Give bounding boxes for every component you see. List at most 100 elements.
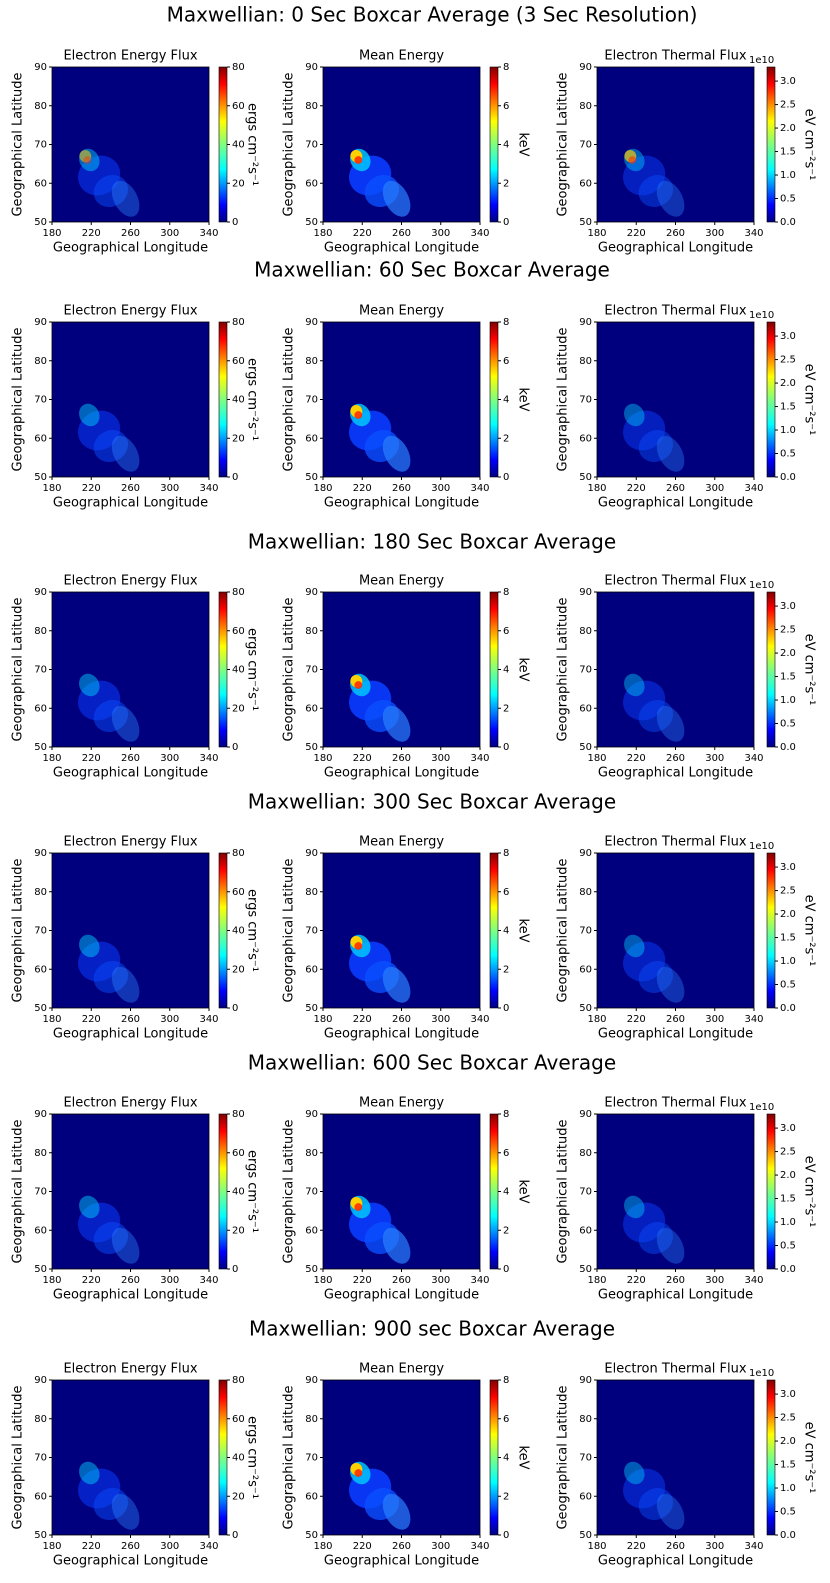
aurora-blob bbox=[77, 148, 140, 217]
x-tick-label: 180 bbox=[42, 228, 61, 239]
y-tick-label: 80 bbox=[579, 1148, 592, 1159]
colorbar-label: keV bbox=[516, 919, 531, 943]
x-tick-label: 340 bbox=[744, 228, 763, 239]
y-tick-label: 70 bbox=[34, 1453, 47, 1464]
x-tick-label: 300 bbox=[431, 1275, 450, 1286]
x-tick-label: 300 bbox=[705, 1541, 724, 1552]
x-axis-label: Geographical Longitude bbox=[324, 1554, 479, 1569]
colorbar-tick-label: 2.5 bbox=[780, 355, 796, 366]
panel-title: Mean Energy bbox=[359, 49, 444, 64]
x-tick-label: 340 bbox=[199, 483, 218, 494]
panel-title: Mean Energy bbox=[359, 574, 444, 589]
x-axis-label: Geographical Longitude bbox=[324, 496, 479, 511]
blob-part bbox=[354, 411, 363, 419]
colorbar-tick-label: 0.5 bbox=[780, 980, 796, 991]
aurora-blob bbox=[77, 403, 140, 472]
blob-part bbox=[638, 1487, 674, 1521]
x-tick-label: 220 bbox=[353, 753, 372, 764]
y-tick-label: 50 bbox=[579, 472, 592, 483]
y-tick-label: 70 bbox=[305, 926, 318, 937]
colorbar-tick-label: 40 bbox=[232, 395, 245, 406]
colorbar-tick-label: 80 bbox=[232, 1109, 245, 1120]
x-tick-label: 180 bbox=[313, 1275, 332, 1286]
y-tick-label: 90 bbox=[579, 587, 592, 598]
y-axis-label: Geographical Latitude bbox=[11, 1119, 26, 1263]
x-tick-label: 220 bbox=[82, 1541, 101, 1552]
blob-part bbox=[382, 1227, 411, 1264]
colorbar-tick-label: 8 bbox=[503, 1109, 509, 1120]
x-tick-label: 260 bbox=[392, 228, 411, 239]
colorbar-tick-label: 80 bbox=[232, 317, 245, 328]
colorbar-tick-label: 20 bbox=[232, 1491, 245, 1502]
colorbar-tick-label: 1.0 bbox=[780, 170, 796, 181]
colorbar-tick-label: 3.0 bbox=[780, 601, 796, 612]
aurora-blob bbox=[622, 148, 685, 217]
blob-part bbox=[624, 673, 645, 697]
x-tick-label: 220 bbox=[82, 483, 101, 494]
x-tick-label: 260 bbox=[121, 1541, 140, 1552]
colorbar-tick-label: 2 bbox=[503, 433, 509, 444]
x-tick-label: 300 bbox=[431, 753, 450, 764]
colorbar-tick-label: 0.5 bbox=[780, 1241, 796, 1252]
x-tick-label: 260 bbox=[121, 1275, 140, 1286]
x-tick-label: 220 bbox=[82, 753, 101, 764]
x-tick-label: 220 bbox=[353, 1541, 372, 1552]
x-tick-label: 180 bbox=[42, 1541, 61, 1552]
colorbar-tick-label: 60 bbox=[232, 101, 245, 112]
y-tick-label: 50 bbox=[305, 1264, 318, 1275]
x-tick-label: 220 bbox=[353, 1275, 372, 1286]
blob-part bbox=[77, 1202, 121, 1243]
y-axis-label: Geographical Latitude bbox=[282, 72, 297, 216]
blob-part bbox=[638, 1221, 674, 1255]
colorbar-tick-label: 4 bbox=[503, 665, 509, 676]
plot-background bbox=[597, 592, 754, 747]
colorbar bbox=[766, 66, 776, 223]
blob-part bbox=[111, 1493, 140, 1530]
y-tick-label: 50 bbox=[579, 1530, 592, 1541]
colorbar-tick-label: 0 bbox=[503, 217, 509, 228]
y-tick-label: 90 bbox=[34, 848, 47, 859]
blob-part bbox=[638, 429, 674, 463]
x-axis-label: Geographical Longitude bbox=[324, 241, 479, 256]
colorbar-tick-label: 2.5 bbox=[780, 1413, 796, 1424]
colorbar-label: keV bbox=[516, 658, 531, 682]
x-tick-label: 260 bbox=[392, 753, 411, 764]
y-tick-label: 90 bbox=[34, 587, 47, 598]
x-tick-label: 260 bbox=[121, 228, 140, 239]
blob-part bbox=[656, 180, 685, 217]
blob-part bbox=[93, 1221, 129, 1255]
x-tick-label: 260 bbox=[392, 483, 411, 494]
y-tick-label: 70 bbox=[579, 395, 592, 406]
y-tick-label: 50 bbox=[305, 217, 318, 228]
colorbar-offset: 1e10 bbox=[749, 841, 774, 852]
aurora-blob bbox=[622, 403, 685, 472]
y-tick-label: 90 bbox=[305, 62, 318, 73]
y-tick-label: 90 bbox=[34, 1375, 47, 1386]
x-tick-label: 340 bbox=[744, 483, 763, 494]
panel-title: Mean Energy bbox=[359, 304, 444, 319]
row-title: Maxwellian: 60 Sec Boxcar Average bbox=[254, 258, 610, 282]
y-tick-label: 50 bbox=[34, 1530, 47, 1541]
blob-part bbox=[624, 403, 645, 427]
blob-part bbox=[93, 960, 129, 994]
x-axis-label: Geographical Longitude bbox=[53, 1288, 208, 1303]
aurora-blob bbox=[348, 1195, 411, 1264]
y-tick-label: 60 bbox=[34, 1491, 47, 1502]
blob-part bbox=[624, 1461, 645, 1485]
colorbar-tick-label: 1.5 bbox=[780, 147, 796, 158]
blob-part bbox=[93, 429, 129, 463]
colorbar-offset: 1e10 bbox=[749, 1368, 774, 1379]
colorbar bbox=[489, 66, 499, 223]
colorbar-tick-label: 1.0 bbox=[780, 425, 796, 436]
x-tick-label: 260 bbox=[666, 228, 685, 239]
blob-part bbox=[622, 1468, 666, 1509]
x-tick-label: 180 bbox=[313, 1541, 332, 1552]
y-tick-label: 50 bbox=[34, 217, 47, 228]
y-tick-label: 50 bbox=[579, 1003, 592, 1014]
blob-part bbox=[111, 1227, 140, 1264]
x-tick-label: 300 bbox=[431, 228, 450, 239]
blob-part bbox=[624, 1195, 645, 1219]
colorbar-tick-label: 0 bbox=[232, 1003, 238, 1014]
x-tick-label: 180 bbox=[587, 483, 606, 494]
